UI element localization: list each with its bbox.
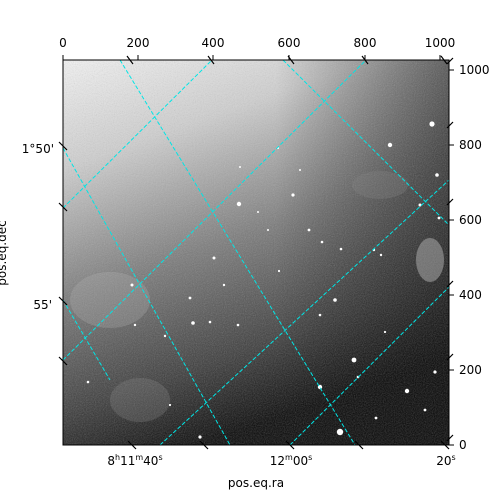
world-tick-mark [446,434,454,442]
star [86,380,90,384]
star [222,283,226,287]
world-tick-mark [199,440,209,450]
world-tick-mark [287,55,295,65]
star [429,121,435,127]
right-tick-label: 200 [459,363,482,377]
star [198,435,202,439]
x-axis-label: pos.eq.ra [228,476,284,490]
world-tick-mark [361,55,369,65]
star [320,240,324,244]
star [307,228,311,232]
world-tick-mark [58,296,68,306]
world-tick-mark [354,440,364,450]
world-tick-mark [58,202,68,212]
world-tick-mark [446,198,454,206]
star [212,256,216,260]
coordinate-grid [63,60,449,445]
star [291,193,295,197]
top-tick-label: 400 [202,36,225,50]
grid-line [63,60,367,361]
star [236,201,242,207]
star [435,173,439,177]
star [423,408,427,412]
top-tick-label: 0 [59,36,67,50]
star-field [86,121,441,439]
right-tick-label: 400 [459,288,482,302]
world-tick-mark [446,280,454,288]
star [336,428,344,436]
dec-tick-label: 55' [33,298,52,312]
top-tick-label: 1000 [425,36,456,50]
star [387,142,393,148]
world-tick-mark [285,440,295,450]
ra-tick-label: 8h11m40s [107,453,162,468]
star [191,321,195,325]
world-axis-ticks [58,55,454,450]
grid-line [282,60,449,226]
star [318,313,322,317]
grid-line [119,60,356,445]
right-tick-label: 0 [459,438,467,452]
star [333,298,337,302]
star [383,330,387,334]
star [404,388,410,394]
star [236,323,240,327]
grid-line [63,147,231,445]
ra-tick-label: 20s [436,453,455,468]
star [339,247,343,251]
star [257,211,259,213]
world-tick-mark [58,356,68,366]
sky-image [63,60,449,445]
star [437,216,441,220]
star [374,416,378,420]
star [418,203,422,207]
star [379,253,383,257]
right-tick-label: 600 [459,213,482,227]
star [163,334,167,338]
dec-tick-label: 1°50' [22,142,54,156]
grid-line [63,60,213,209]
star [277,269,281,273]
ra-tick-label: 12m00s [270,453,313,468]
image-frame [62,59,450,446]
world-tick-mark [440,440,450,450]
star [133,323,137,327]
y-axis-label: pos.eq.dec [0,220,9,285]
top-tick-label: 600 [278,36,301,50]
top-tick-label: 800 [354,36,377,50]
star [130,283,134,287]
right-tick-label: 1000 [459,63,490,77]
grid-line [159,179,449,445]
world-tick-mark [207,55,215,65]
world-tick-mark [440,55,448,65]
star [168,403,172,407]
world-tick-mark [446,353,454,361]
grid-line [289,286,449,445]
star [188,296,192,300]
world-tick-mark [127,440,137,450]
world-tick-mark [126,55,134,65]
right-tick-label: 800 [459,138,482,152]
world-tick-mark [446,57,454,65]
top-tick-label: 200 [127,36,150,50]
star [433,370,437,374]
world-tick-mark [58,141,68,151]
star [208,320,212,324]
star [267,229,269,231]
star [239,166,241,168]
star [351,357,357,363]
star [299,169,301,171]
world-tick-mark [446,121,454,129]
grid-line [63,299,111,381]
